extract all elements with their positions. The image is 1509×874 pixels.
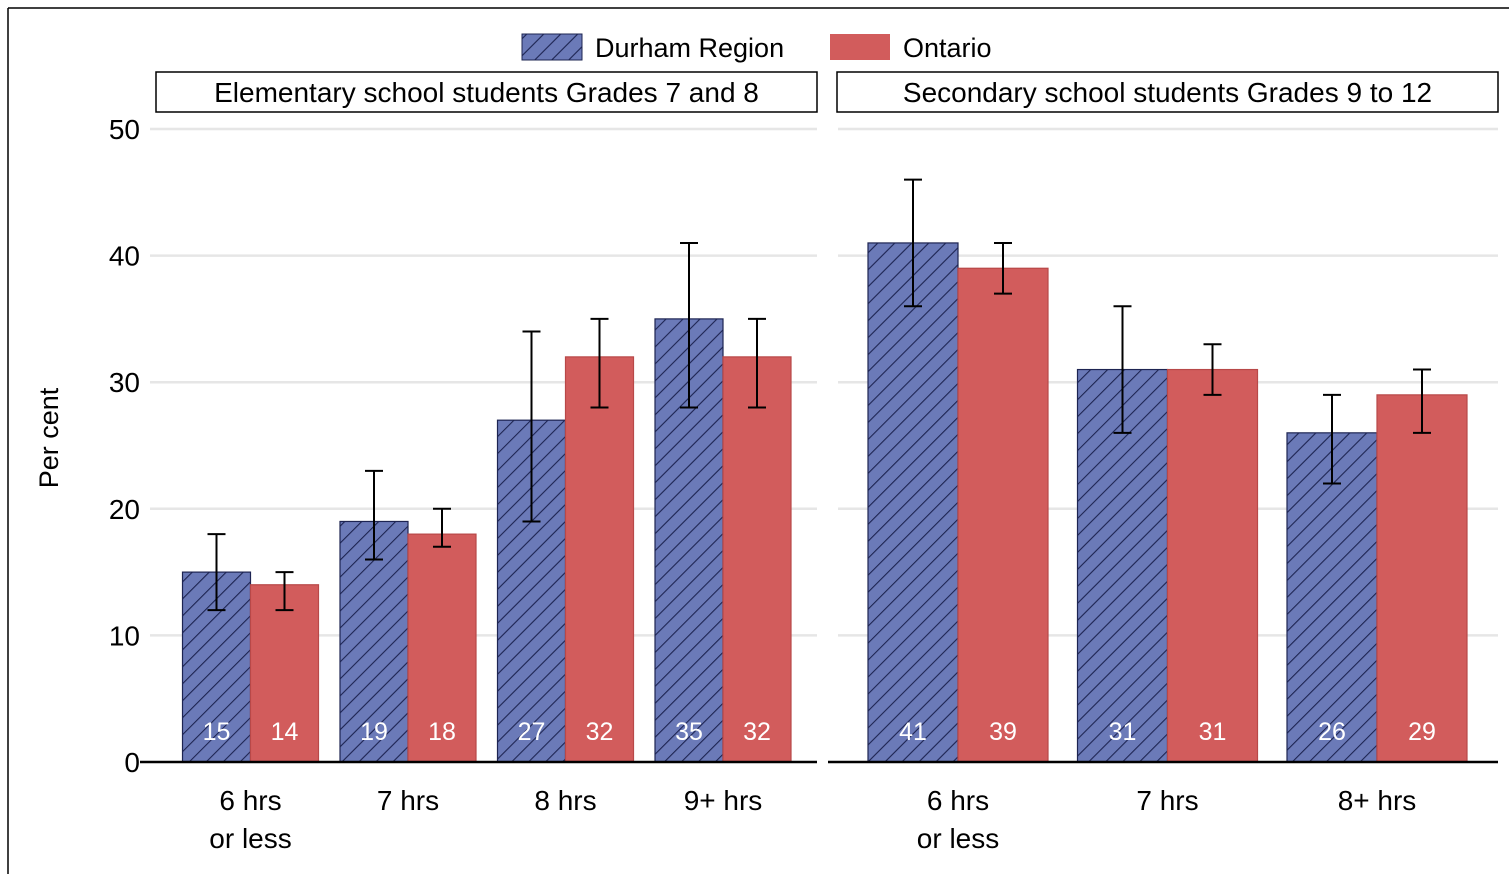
bar-ontario-1-2 [1376,394,1468,763]
data-label-durham-region-0-2: 27 [518,718,546,746]
data-label-ontario-1-2: 29 [1408,718,1436,746]
legend-swatch-ontario [830,34,890,60]
data-label-durham-region-1-0: 41 [899,718,927,746]
bar-ontario-1-1 [1166,368,1259,763]
bar-durham-region-1-2 [1286,432,1378,763]
x-category-label-1-2-0: 8+ hrs [1338,785,1417,816]
data-label-durham-region-0-0: 15 [203,718,231,746]
y-axis-ticks: 0 10 20 30 40 50 [109,114,140,778]
panel-title-box-secondary [836,71,1499,113]
bars [181,242,1468,763]
x-category-label-0-0-0: 6 hrs [219,785,281,816]
bar-durham-region-1-0 [867,242,959,763]
x-category-label-1-0-0: 6 hrs [927,785,989,816]
legend-label-ontario: Ontario [903,33,992,63]
x-axis-categories: 6 hrs or less 7 hrs 8 hrs 9+ hrs 6 hrs or less… [209,785,1416,854]
x-category-label-0-1-0: 7 hrs [377,785,439,816]
error-bars [207,178,1431,612]
y-tick-label-10: 10 [109,620,140,651]
y-tick-label-40: 40 [109,241,140,272]
x-category-label-1-0-1: or less [917,823,999,854]
x-category-label-0-3-0: 9+ hrs [684,785,763,816]
x-category-label-0-2-0: 8 hrs [534,785,596,816]
x-category-label-1-1-0: 7 hrs [1136,785,1198,816]
y-tick-label-50: 50 [109,114,140,145]
data-label-ontario-0-2: 32 [586,718,614,746]
y-tick-label-30: 30 [109,367,140,398]
data-label-ontario-1-0: 39 [989,718,1017,746]
data-label-durham-region-0-1: 19 [360,718,388,746]
data-label-durham-region-0-3: 35 [675,718,703,746]
y-tick-label-0: 0 [124,747,140,778]
y-tick-label-20: 20 [109,494,140,525]
panel-title-elementary: Elementary school students Grades 7 and … [214,77,759,108]
data-label-ontario-0-1: 18 [428,718,456,746]
x-category-label-0-0-1: or less [209,823,291,854]
legend-label-durham: Durham Region [595,33,784,63]
y-axis-label: Per cent [34,387,64,488]
data-label-durham-region-1-2: 26 [1318,718,1346,746]
legend: Durham Region Ontario [521,33,992,63]
data-labels: 15 14 19 18 27 32 35 32 41 39 31 31 26 29 [203,718,1436,746]
bar-ontario-1-0 [957,267,1049,763]
bar-ontario-0-2 [564,356,635,763]
panel-title-box-elementary [155,71,818,113]
data-label-durham-region-1-1: 31 [1109,718,1137,746]
legend-swatch-durham [521,33,583,61]
bar-ontario-0-3 [722,356,792,763]
data-label-ontario-0-0: 14 [271,718,299,746]
data-label-ontario-1-1: 31 [1199,718,1227,746]
panel-title-secondary: Secondary school students Grades 9 to 12 [903,77,1432,108]
data-label-ontario-0-3: 32 [743,718,771,746]
